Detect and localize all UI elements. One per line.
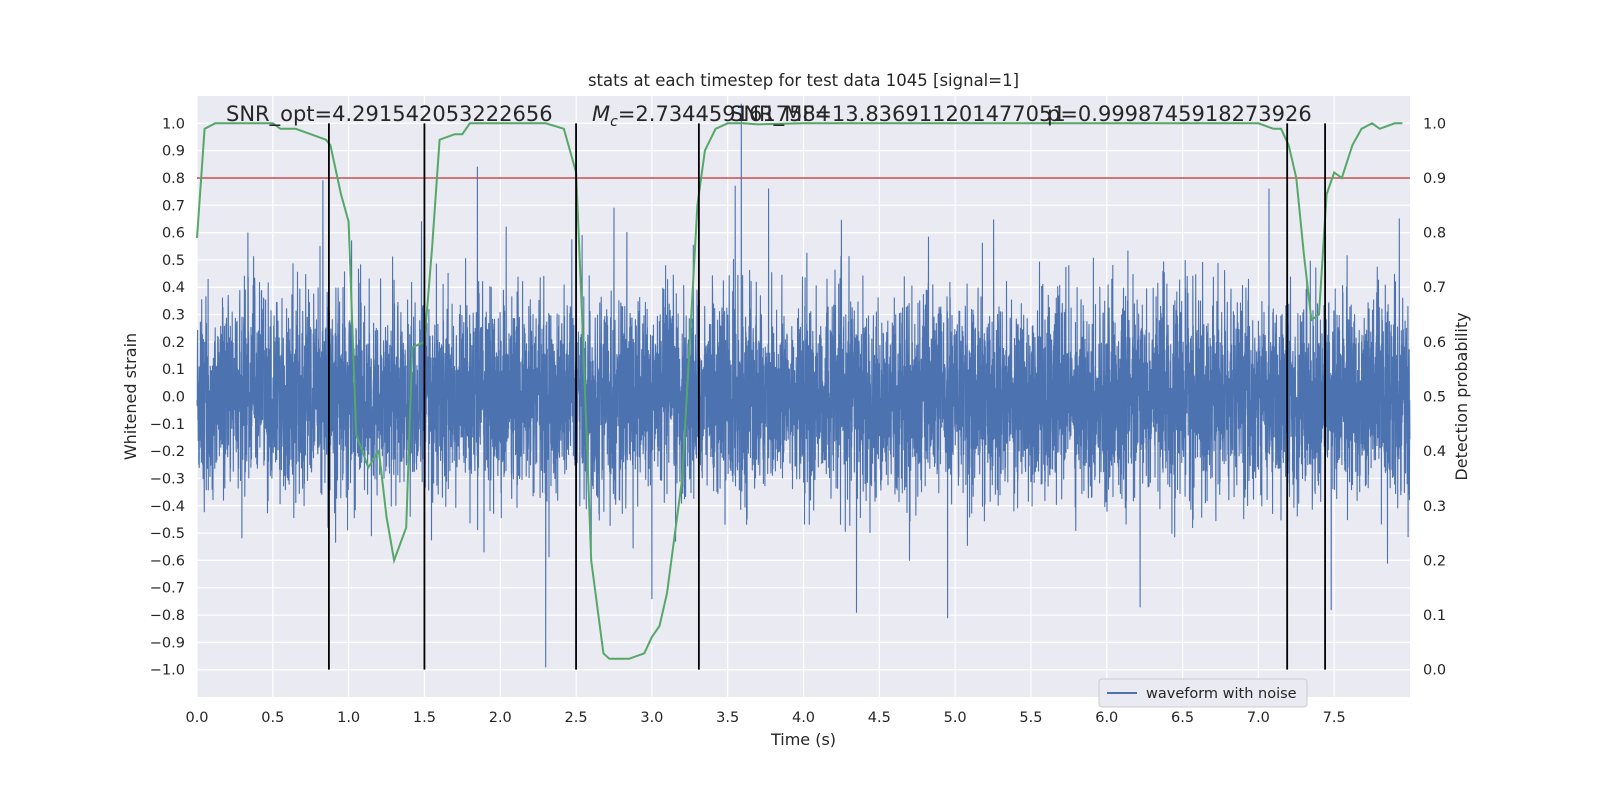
y-tick-label: 0.2 bbox=[162, 335, 185, 351]
noise-series bbox=[196, 103, 1411, 668]
annotation-text: SNR_opt=4.291542053222656 bbox=[226, 102, 553, 127]
y2-tick-label: 0.8 bbox=[1423, 226, 1446, 242]
y-tick-label: −0.7 bbox=[150, 581, 185, 597]
x-tick-label: 7.0 bbox=[1247, 710, 1270, 726]
y-tick-label: 0.9 bbox=[162, 144, 185, 160]
y2-tick-label: 0.2 bbox=[1423, 553, 1446, 569]
legend-box bbox=[1098, 678, 1308, 708]
x-tick-label: 6.0 bbox=[1095, 710, 1118, 726]
y-tick-label: 0.7 bbox=[162, 198, 185, 214]
y-tick-label: −0.3 bbox=[150, 471, 185, 487]
legend: waveform with noise bbox=[1098, 678, 1308, 708]
y-tick-label: −0.2 bbox=[150, 444, 185, 460]
annotation-text: p=0.9998745918273926 bbox=[1047, 102, 1312, 126]
x-tick-label: 4.5 bbox=[868, 710, 891, 726]
x-tick-label: 7.5 bbox=[1323, 710, 1346, 726]
y-tick-label: 0.0 bbox=[162, 390, 185, 406]
y2-tick-label: 0.7 bbox=[1423, 280, 1446, 296]
y-tick-label: −0.8 bbox=[150, 608, 185, 624]
x-tick-label: 1.5 bbox=[413, 710, 436, 726]
annotation-text: SNR_MF=13.836911201477051 bbox=[730, 102, 1066, 127]
y2-tick-label: 0.6 bbox=[1423, 335, 1446, 351]
y2-tick-label: 0.9 bbox=[1423, 171, 1446, 187]
x-tick-label: 3.0 bbox=[640, 710, 663, 726]
x-tick-label: 2.5 bbox=[565, 710, 588, 726]
y-tick-label: −0.5 bbox=[150, 526, 185, 542]
x-axis-label: Time (s) bbox=[770, 730, 836, 749]
y-tick-label: −0.4 bbox=[150, 499, 185, 515]
chart-title: stats at each timestep for test data 104… bbox=[588, 71, 1019, 90]
y-axis-label: Whitened strain bbox=[121, 333, 140, 460]
legend-label: waveform with noise bbox=[1146, 686, 1297, 702]
y-tick-label: 0.1 bbox=[162, 362, 185, 378]
x-tick-label: 1.0 bbox=[337, 710, 360, 726]
y2-axis-label: Detection probability bbox=[1452, 312, 1471, 480]
y2-tick-label: 0.4 bbox=[1423, 444, 1446, 460]
x-tick-label: 2.0 bbox=[489, 710, 512, 726]
x-tick-label: 4.0 bbox=[792, 710, 815, 726]
y2-tick-label: 0.1 bbox=[1423, 608, 1446, 624]
y-tick-label: 0.6 bbox=[162, 226, 185, 242]
annotations: SNR_opt=4.291542053222656 Mc=2.7344591617… bbox=[226, 102, 1312, 130]
y-tick-label: −0.1 bbox=[150, 417, 185, 433]
y-tick-label: 0.5 bbox=[162, 253, 185, 269]
y2-tick-label: 1.0 bbox=[1423, 116, 1446, 132]
x-tick-label: 5.0 bbox=[944, 710, 967, 726]
y-tick-label: 0.3 bbox=[162, 308, 185, 324]
x-tick-label: 3.5 bbox=[716, 710, 739, 726]
y2-tick-label: 0.0 bbox=[1423, 663, 1446, 679]
y-tick-label: 0.4 bbox=[162, 280, 185, 296]
waveform-line bbox=[196, 103, 1411, 668]
y-tick-label: 0.8 bbox=[162, 171, 185, 187]
x-tick-label: 0.0 bbox=[185, 710, 208, 726]
y2-tick-label: 0.3 bbox=[1423, 499, 1446, 515]
y-tick-label: −0.9 bbox=[150, 635, 185, 651]
y2-tick-label: 0.5 bbox=[1423, 390, 1446, 406]
y-tick-label: −1.0 bbox=[150, 663, 185, 679]
annotation-text: Mc=2.7344591617584 bbox=[592, 102, 829, 130]
x-tick-label: 5.5 bbox=[1019, 710, 1042, 726]
x-tick-label: 6.5 bbox=[1171, 710, 1194, 726]
event-markers bbox=[328, 123, 1326, 670]
probability-line bbox=[196, 122, 1403, 660]
y-tick-label: −0.6 bbox=[150, 553, 185, 569]
x-tick-label: 0.5 bbox=[261, 710, 284, 726]
y-tick-label: 1.0 bbox=[162, 116, 185, 132]
probability-series bbox=[196, 122, 1403, 660]
axes: 0.0 0.5 1.0 1.5 2.0 2.5 3.0 3.5 4.0 4.5 5.0 5.5 6.0 6… bbox=[150, 116, 1446, 726]
